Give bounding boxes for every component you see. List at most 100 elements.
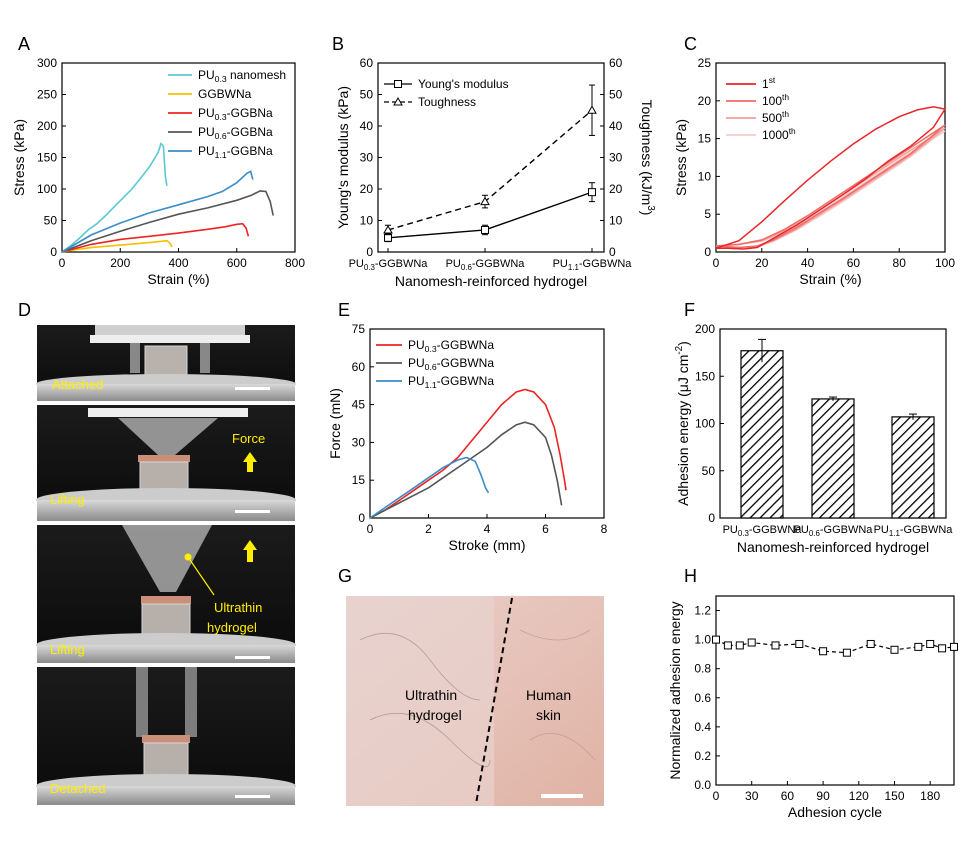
series-line-3 (61, 222, 250, 253)
x-tick-label: 400 (168, 256, 188, 270)
x-tick-label: 0 (367, 522, 374, 536)
x-tick-label: 0 (713, 256, 720, 270)
y-axis-title: Adhesion energy (μJ cm-2) (674, 341, 691, 506)
y2-tick-label: 40 (609, 119, 623, 133)
x-axis-title: Strain (%) (147, 271, 209, 287)
y2-axis-title: Toughness (kJ/m3) (639, 100, 656, 216)
chart-c: 0 20 40 60 80 100 0 5 10 15 20 25 Strain (%) Stress (… (673, 56, 955, 287)
data-point (842, 648, 851, 657)
y-tick-label: 0.4 (694, 720, 711, 734)
x-axis-title: Adhesion cycle (788, 804, 882, 820)
data-point (588, 188, 596, 197)
y-tick-label: 50 (44, 214, 58, 228)
x-tick-label: 40 (801, 256, 815, 270)
panel-d-photos: Attached Force Lifting (36, 325, 296, 805)
data-point (866, 639, 875, 648)
series-line-3 (369, 456, 490, 519)
y-tick-label: 50 (702, 464, 716, 478)
chart-a: 0 200 400 600 800 0 50 100 150 200 250 300 Strain (%… (11, 56, 305, 287)
y-tick-label: 0 (704, 245, 711, 259)
x-tick-label: 120 (849, 789, 869, 803)
data-point (747, 638, 756, 647)
data-point (914, 642, 923, 651)
x-tick-label: PU1.1-GGBWNa (874, 524, 954, 538)
x-tick-label: 200 (110, 256, 130, 270)
x-tick-label: 0 (713, 789, 720, 803)
legend-label: GGBWNa (198, 87, 252, 101)
data-point (383, 224, 393, 234)
data-point (384, 233, 392, 242)
photo-detached: Detached (36, 667, 296, 805)
x-tick-label: 6 (542, 522, 549, 536)
series-line-4 (61, 190, 274, 253)
panel-label-h: H (684, 566, 697, 586)
x-tick-label: 8 (601, 522, 608, 536)
y-tick-label: 300 (37, 56, 57, 70)
x-tick-label: 60 (847, 256, 861, 270)
micro-label-right-1: Human (526, 687, 571, 703)
x-tick-label: PU1.1-GGBWNa (553, 258, 633, 272)
y-tick-label: 15 (352, 473, 366, 487)
legend-label: Young's modulus (418, 77, 509, 91)
panel-label-a: A (18, 34, 30, 54)
legend-label: Toughness (418, 95, 476, 109)
series-line-1 (61, 142, 168, 253)
x-axis-title: Strain (%) (799, 271, 861, 287)
data-point (938, 644, 947, 653)
legend-label: PU0.3-GGBWNa (408, 338, 494, 354)
legend-label: 1st (762, 75, 776, 91)
y-axis-title: Force (mN) (327, 388, 343, 459)
legend-label: 1000th (762, 126, 796, 142)
y-axis-title: Stress (kPa) (673, 119, 689, 196)
y-tick-label: 200 (37, 119, 57, 133)
data-point (480, 196, 490, 206)
y-tick-label: 0.6 (694, 691, 711, 705)
y-axis-title: Stress (kPa) (11, 119, 27, 196)
series-line-5 (61, 170, 254, 253)
y-tick-label: 75 (352, 322, 366, 336)
chart-b: 0 10 20 30 40 50 60 Young's modulus (kPa) 0 10 20 3… (335, 56, 656, 289)
up-arrow-icon (243, 452, 257, 472)
y-tick-label: 20 (360, 182, 374, 196)
legend-label: PU1.1-GGBWNa (408, 374, 494, 390)
y-tick-label: 250 (37, 88, 57, 102)
data-point (795, 639, 804, 648)
x-tick-label: 80 (893, 256, 907, 270)
micro-label-right-2: skin (536, 707, 561, 723)
photo-callout-1: Ultrathin (214, 600, 262, 615)
series-line-2 (387, 109, 593, 231)
y-tick-label: 60 (360, 56, 374, 70)
series-line-1 (715, 106, 947, 250)
plot-frame (715, 595, 955, 786)
y-tick-label: 50 (360, 88, 374, 102)
y-tick-label: 45 (352, 398, 366, 412)
y-tick-label: 1.2 (694, 604, 711, 618)
x-tick-label: 0 (59, 256, 66, 270)
data-point (950, 642, 958, 651)
y-tick-label: 20 (698, 94, 712, 108)
photo-label-attached: Attached (52, 377, 103, 392)
series-line-1 (369, 388, 567, 519)
x-tick-label: 2 (425, 522, 432, 536)
data-point (819, 647, 828, 656)
plot-frame (715, 62, 946, 253)
legend-label: PU0.6-GGBNa (198, 125, 273, 141)
bar (811, 398, 855, 519)
y-tick-label: 0.8 (694, 662, 711, 676)
y2-tick-label: 30 (609, 151, 623, 165)
data-point (890, 645, 899, 654)
bar (740, 350, 784, 519)
photo-callout-2: hydrogel (207, 620, 257, 635)
x-tick-label: 100 (935, 256, 955, 270)
x-tick-label: PU0.6-GGBWNa (794, 524, 874, 538)
y-tick-label: 200 (695, 322, 715, 336)
micro-label-left-1: Ultrathin (405, 687, 457, 703)
x-tick-label: PU0.6-GGBWNa (446, 258, 526, 272)
legend-label: PU0.3-GGBNa (198, 106, 273, 122)
x-tick-label: 180 (920, 789, 940, 803)
chart-h: 0 30 60 90 120 150 180 0.0 0.2 0.4 0.6 0.8 1.0 1.2 Adh… (667, 595, 958, 820)
y-tick-label: 0 (708, 511, 715, 525)
legend-label: PU0.6-GGBWNa (408, 356, 494, 372)
legend-marker (394, 80, 402, 88)
series-line-2 (61, 239, 173, 253)
